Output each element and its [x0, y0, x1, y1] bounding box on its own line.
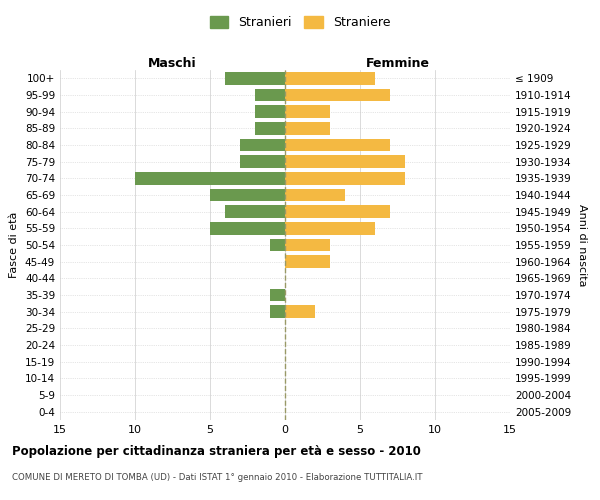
- Bar: [285, 89, 390, 101]
- Bar: [240, 156, 285, 168]
- Bar: [255, 106, 285, 118]
- Bar: [270, 289, 285, 301]
- Y-axis label: Anni di nascita: Anni di nascita: [577, 204, 587, 286]
- Y-axis label: Fasce di età: Fasce di età: [10, 212, 19, 278]
- Bar: [285, 172, 405, 184]
- Bar: [285, 239, 330, 251]
- Text: Maschi: Maschi: [148, 57, 197, 70]
- Bar: [270, 306, 285, 318]
- Bar: [285, 188, 345, 201]
- Bar: [210, 188, 285, 201]
- Bar: [285, 222, 375, 234]
- Bar: [285, 106, 330, 118]
- Bar: [285, 306, 315, 318]
- Bar: [255, 122, 285, 134]
- Bar: [285, 206, 390, 218]
- Bar: [285, 156, 405, 168]
- Bar: [135, 172, 285, 184]
- Bar: [225, 206, 285, 218]
- Text: Popolazione per cittadinanza straniera per età e sesso - 2010: Popolazione per cittadinanza straniera p…: [12, 445, 421, 458]
- Bar: [240, 138, 285, 151]
- Bar: [225, 72, 285, 85]
- Bar: [255, 89, 285, 101]
- Text: COMUNE DI MERETO DI TOMBA (UD) - Dati ISTAT 1° gennaio 2010 - Elaborazione TUTTI: COMUNE DI MERETO DI TOMBA (UD) - Dati IS…: [12, 472, 422, 482]
- Bar: [210, 222, 285, 234]
- Text: Femmine: Femmine: [365, 57, 430, 70]
- Legend: Stranieri, Straniere: Stranieri, Straniere: [205, 11, 395, 34]
- Bar: [285, 138, 390, 151]
- Bar: [285, 122, 330, 134]
- Bar: [270, 239, 285, 251]
- Bar: [285, 256, 330, 268]
- Bar: [285, 72, 375, 85]
